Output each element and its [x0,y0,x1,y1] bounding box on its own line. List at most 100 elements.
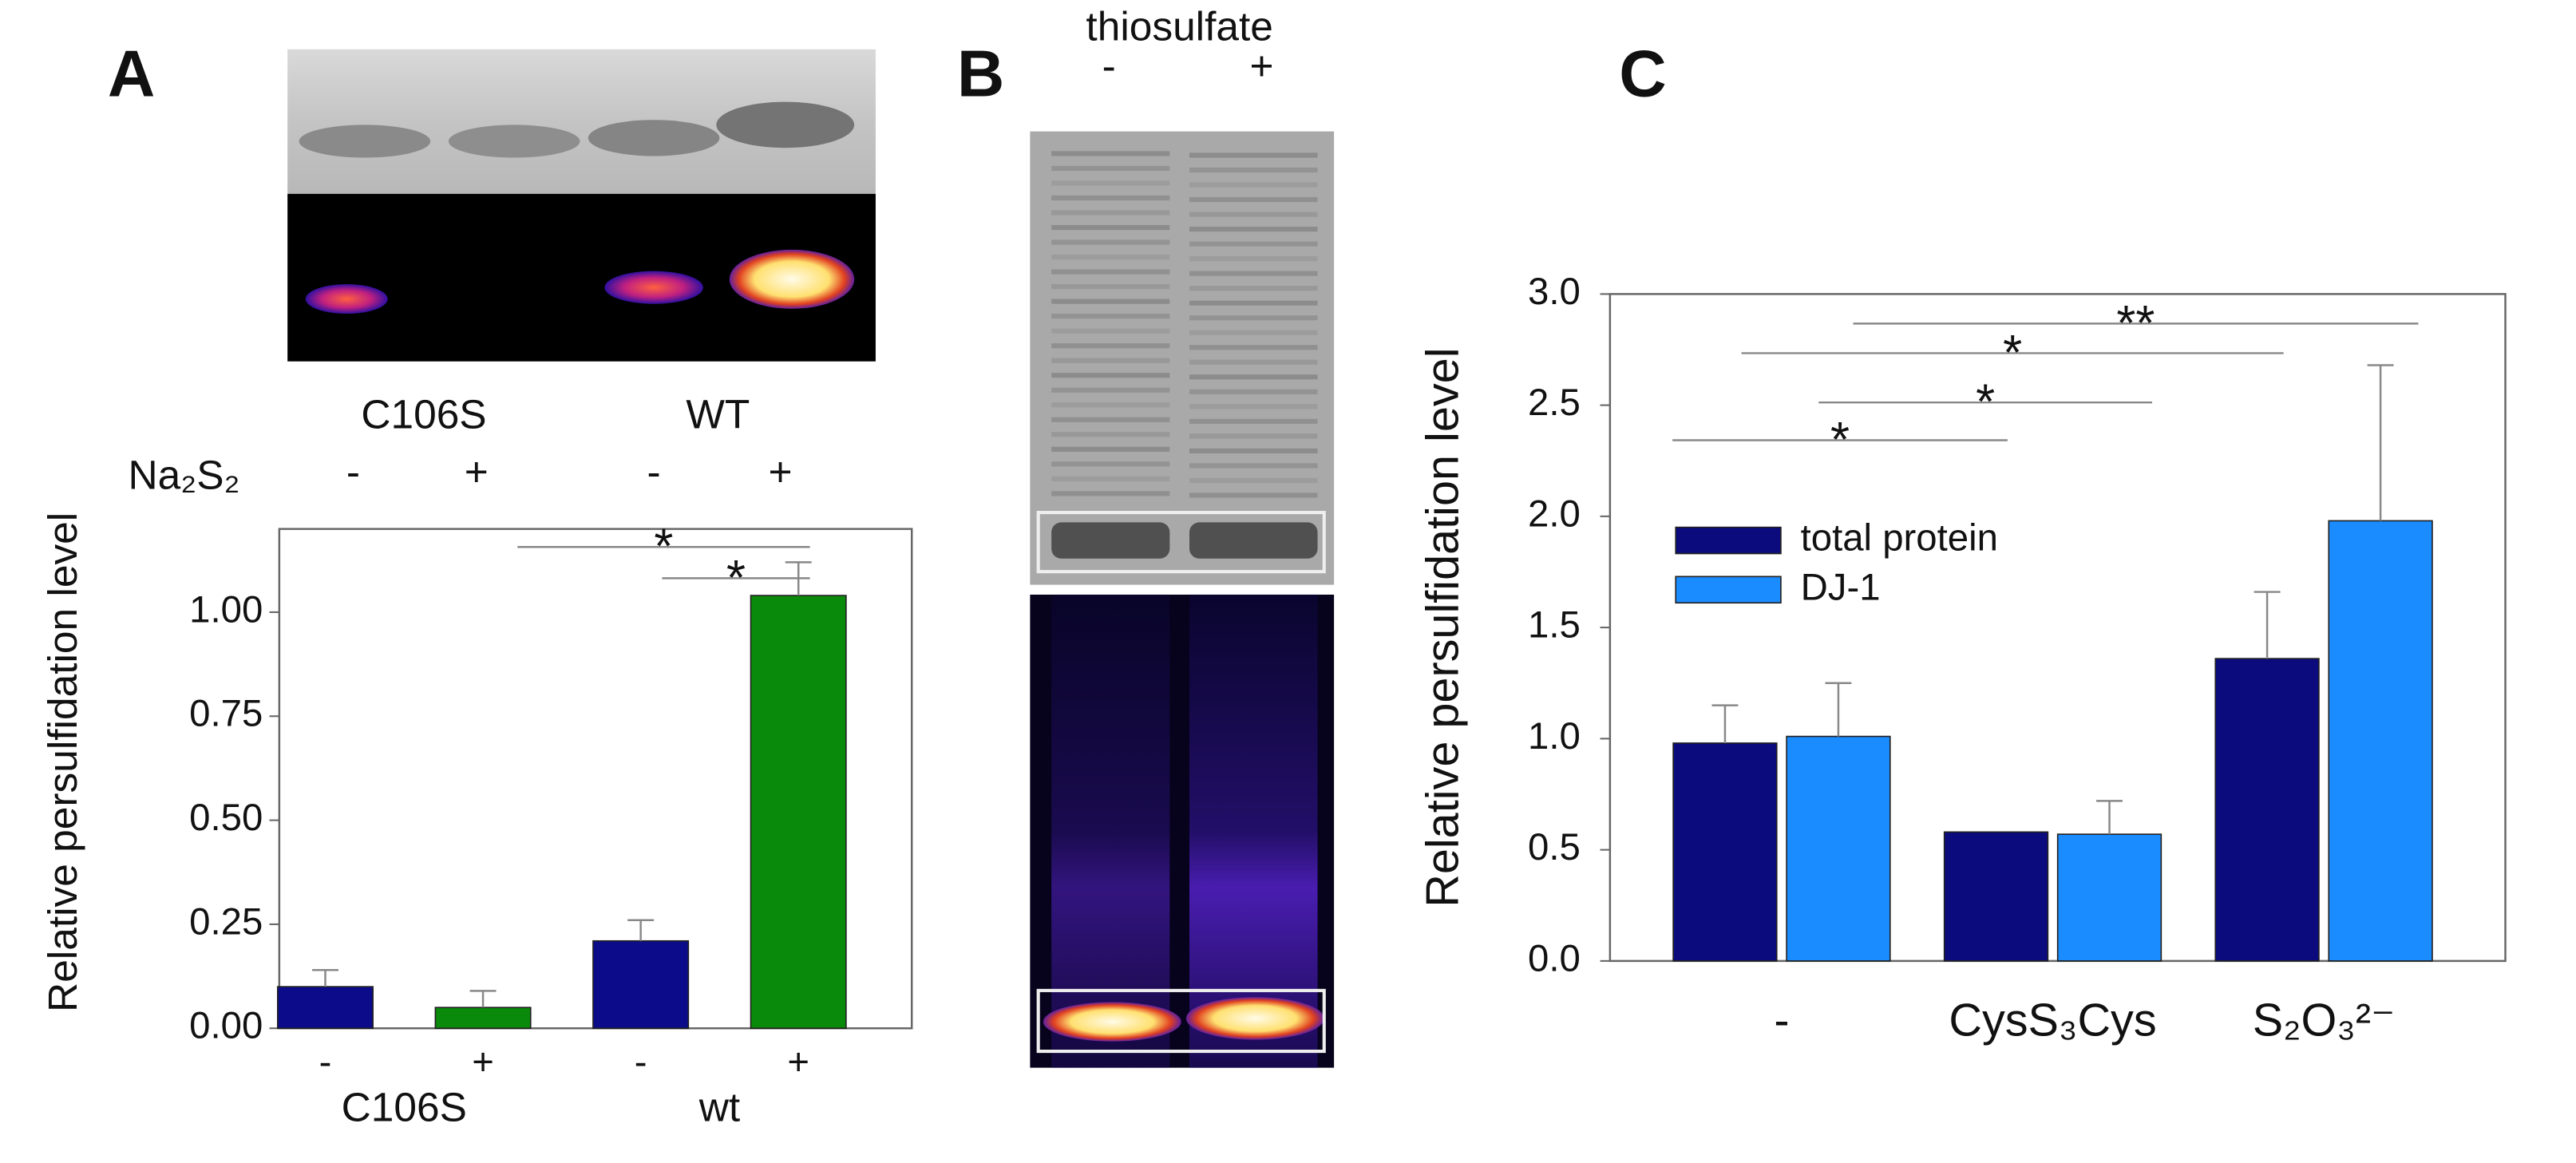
gel-band [1051,328,1170,334]
significance-label: ** [2116,296,2155,351]
gel-lane [1189,594,1318,1068]
gel-band [1189,522,1318,559]
gel-band [1189,167,1318,173]
bar [750,595,847,1030]
y-tick-label: 2.5 [1528,382,1581,424]
gel-band [1189,418,1318,424]
y-axis-label: Relative persulfidation level [39,512,85,1012]
bar [276,986,374,1030]
y-axis-label: Relative persulfidation level [1417,347,1468,907]
gel-band [1189,448,1318,453]
y-tick-label: 0.00 [189,1005,263,1047]
gel-spot [1185,997,1324,1040]
bar [2214,658,2320,962]
y-tick-label: 1.0 [1528,715,1581,758]
x-tick-label: + [787,1041,809,1083]
gel-band [1051,522,1170,559]
lane-label: C106S [361,390,486,437]
x-tick-label: - [1774,995,1789,1046]
gel-band [1051,239,1170,245]
gel-band [1189,492,1318,498]
gel-band [1051,476,1170,481]
gel-band [1189,196,1318,203]
bar [2056,833,2162,962]
gel-band [1189,315,1318,321]
gel-band [1051,180,1170,186]
gel-band [1051,224,1170,231]
gel-band [1189,433,1318,439]
treatment-sign: - [1102,42,1116,89]
gel-band [1051,254,1170,260]
highlight-box [1036,988,1326,1054]
treatment-sign: + [769,448,793,494]
y-tick-label: 0.50 [189,797,263,839]
gel-band [1189,330,1318,335]
gel-band [1189,256,1318,262]
gel-band [1051,491,1170,496]
gel-band [1051,358,1170,363]
y-tick-label: 1.00 [189,588,263,631]
gel-band [1189,300,1318,306]
bar [1943,831,2049,962]
gel-band [1189,212,1318,217]
gel-spot [1043,1002,1181,1042]
treatment-label: thiosulfate [1086,3,1272,49]
panel-letter: A [108,38,155,111]
gel-band [1051,402,1170,408]
gel-band [1189,389,1318,394]
x-tick-label: - [319,1041,332,1083]
gel-band [1051,210,1170,216]
treatment-label: Na₂S₂ [128,451,239,497]
x-tick-label: - [635,1041,647,1083]
significance-label: * [726,551,746,606]
gel-band [1051,387,1170,393]
gel-spot [305,284,388,314]
gel-band [1051,461,1170,467]
gel-band [1051,417,1170,422]
highlight-box [1036,511,1326,574]
gel-band [1189,345,1318,350]
bar [1786,735,1891,962]
x-tick-label: CysS₃Cys [1949,995,2156,1046]
legend-swatch [1675,526,1782,555]
gel-band [1189,241,1318,247]
y-tick-label: 0.0 [1528,937,1581,979]
gel-spot [604,271,703,304]
gel-band [299,125,431,158]
bar [2328,520,2433,962]
significance-label: * [2003,326,2022,381]
gel-band [588,120,720,156]
bar [434,1007,532,1030]
gel-band [1051,284,1170,290]
gel-band [1189,463,1318,469]
treatment-sign: + [465,448,489,494]
gel-band [1051,195,1170,201]
gel-band [1189,226,1318,232]
treatment-sign: + [1250,42,1274,89]
treatment-sign: - [647,448,661,494]
legend-label: total protein [1801,517,1998,560]
x-tick-label: + [472,1041,494,1083]
gel-band [448,125,580,158]
gel-band [716,101,855,148]
gel-band [1051,343,1170,349]
gel-band [1189,182,1318,188]
gel-bands [1051,151,1318,559]
y-tick-label: 0.25 [189,900,263,943]
gel-band [1189,286,1318,291]
group-label: C106S [342,1084,467,1130]
x-tick-label: S₂O₃²⁻ [2253,995,2396,1046]
gel-band [1051,373,1170,378]
significance-label: * [1830,413,1850,468]
gel-spot [729,249,855,309]
legend-swatch [1675,576,1782,604]
significance-label: * [654,520,673,575]
gel-band [1189,359,1318,365]
treatment-sign: - [346,448,360,494]
y-tick-label: 0.5 [1528,826,1581,868]
gel-band [1189,404,1318,409]
gel-band [1189,374,1318,380]
panel-letter: B [957,38,1004,111]
